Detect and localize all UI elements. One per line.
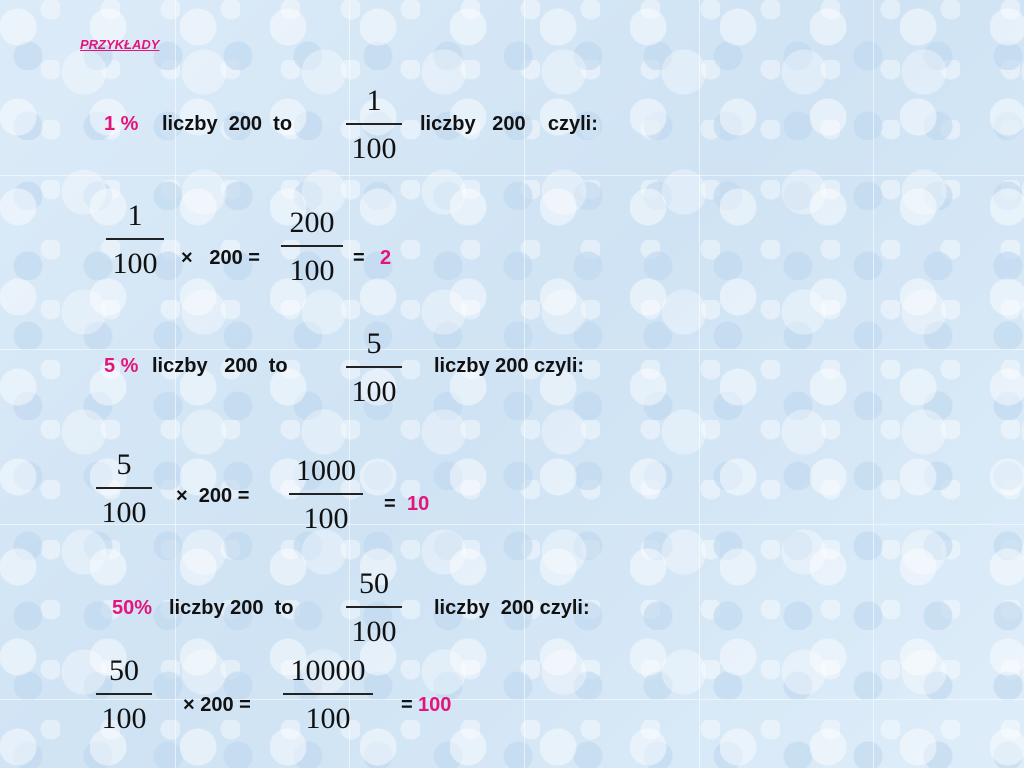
fraction-bar [106, 238, 164, 240]
ex3-text-b: liczby 200 czyli: [434, 597, 590, 619]
fraction-bar [96, 487, 152, 489]
ex3-equals: = [401, 694, 413, 716]
tile-seam [0, 699, 1024, 700]
ex2-percent: 5 % [104, 355, 139, 377]
ex1-result: 2 [380, 247, 392, 269]
ex3-calc-denominator: 100 [101, 701, 147, 735]
ex1-fraction-numerator: 1 [366, 84, 382, 117]
tile-seam [524, 0, 525, 768]
ex3-fraction: 50 100 [346, 569, 402, 647]
ex1-result-denominator: 100 [289, 253, 335, 287]
ex1-text-a: liczby 200 to [162, 113, 293, 135]
fraction-bar [346, 366, 402, 368]
ex2-fraction: 5 100 [346, 329, 402, 407]
tile-seam [0, 349, 1024, 350]
tile-seam [0, 524, 1024, 525]
ex3-fraction-numerator: 50 [359, 567, 389, 600]
ex2-calc-denominator: 100 [101, 495, 147, 529]
ex1-fraction-denominator: 100 [351, 131, 397, 165]
ex1-calc-denominator: 100 [112, 246, 158, 280]
ex3-text-a: liczby 200 to [169, 597, 294, 619]
tile-seam [0, 175, 1024, 176]
ex2-calc-numerator: 5 [116, 448, 132, 481]
ex3-fraction-denominator: 100 [351, 614, 397, 648]
ex2-fraction-numerator: 5 [366, 327, 382, 360]
ex3-result: 100 [418, 694, 452, 716]
ex2-result-fraction: 1000 100 [289, 456, 363, 534]
ex2-text-a: liczby 200 to [152, 355, 288, 377]
ex3-result-fraction: 10000 100 [283, 656, 373, 734]
fraction-bar [346, 606, 402, 608]
ex2-equals: = [384, 493, 396, 515]
ex3-percent: 50% [112, 597, 153, 619]
fraction-bar [346, 123, 402, 125]
ex2-times: × 200 = [176, 485, 250, 507]
ex2-result-numerator: 1000 [296, 454, 356, 487]
tile-seam [873, 0, 874, 768]
ex2-result: 10 [407, 493, 430, 515]
ex1-calc-numerator: 1 [127, 199, 143, 232]
ex1-equals: = [353, 247, 365, 269]
tile-seam [175, 0, 176, 768]
fraction-bar [283, 693, 373, 695]
ex1-times: × 200 = [181, 247, 260, 269]
ex1-calc-fraction: 1 100 [106, 201, 164, 279]
ex3-calc-fraction: 50 100 [96, 656, 152, 734]
fraction-bar [281, 245, 343, 247]
tile-seam [699, 0, 700, 768]
ex3-result-denominator: 100 [305, 701, 351, 735]
ex1-text-b: liczby 200 czyli: [420, 113, 598, 135]
ex1-result-numerator: 200 [289, 206, 335, 239]
fraction-bar [96, 693, 152, 695]
ex2-result-denominator: 100 [303, 501, 349, 535]
ex3-times: × 200 = [183, 694, 251, 716]
ex2-text-b: liczby 200 czyli: [434, 355, 585, 377]
ex3-result-numerator: 10000 [290, 654, 366, 687]
slide-heading: PRZYKŁADY [80, 37, 160, 52]
ex3-calc-numerator: 50 [109, 654, 139, 687]
tile-seam [349, 0, 350, 768]
ex1-fraction: 1 100 [346, 86, 402, 164]
ex1-result-fraction: 200 100 [281, 208, 343, 286]
fraction-bar [289, 493, 363, 495]
ex2-fraction-denominator: 100 [351, 374, 397, 408]
ex1-percent: 1 % [104, 113, 139, 135]
ex2-calc-fraction: 5 100 [96, 450, 152, 528]
